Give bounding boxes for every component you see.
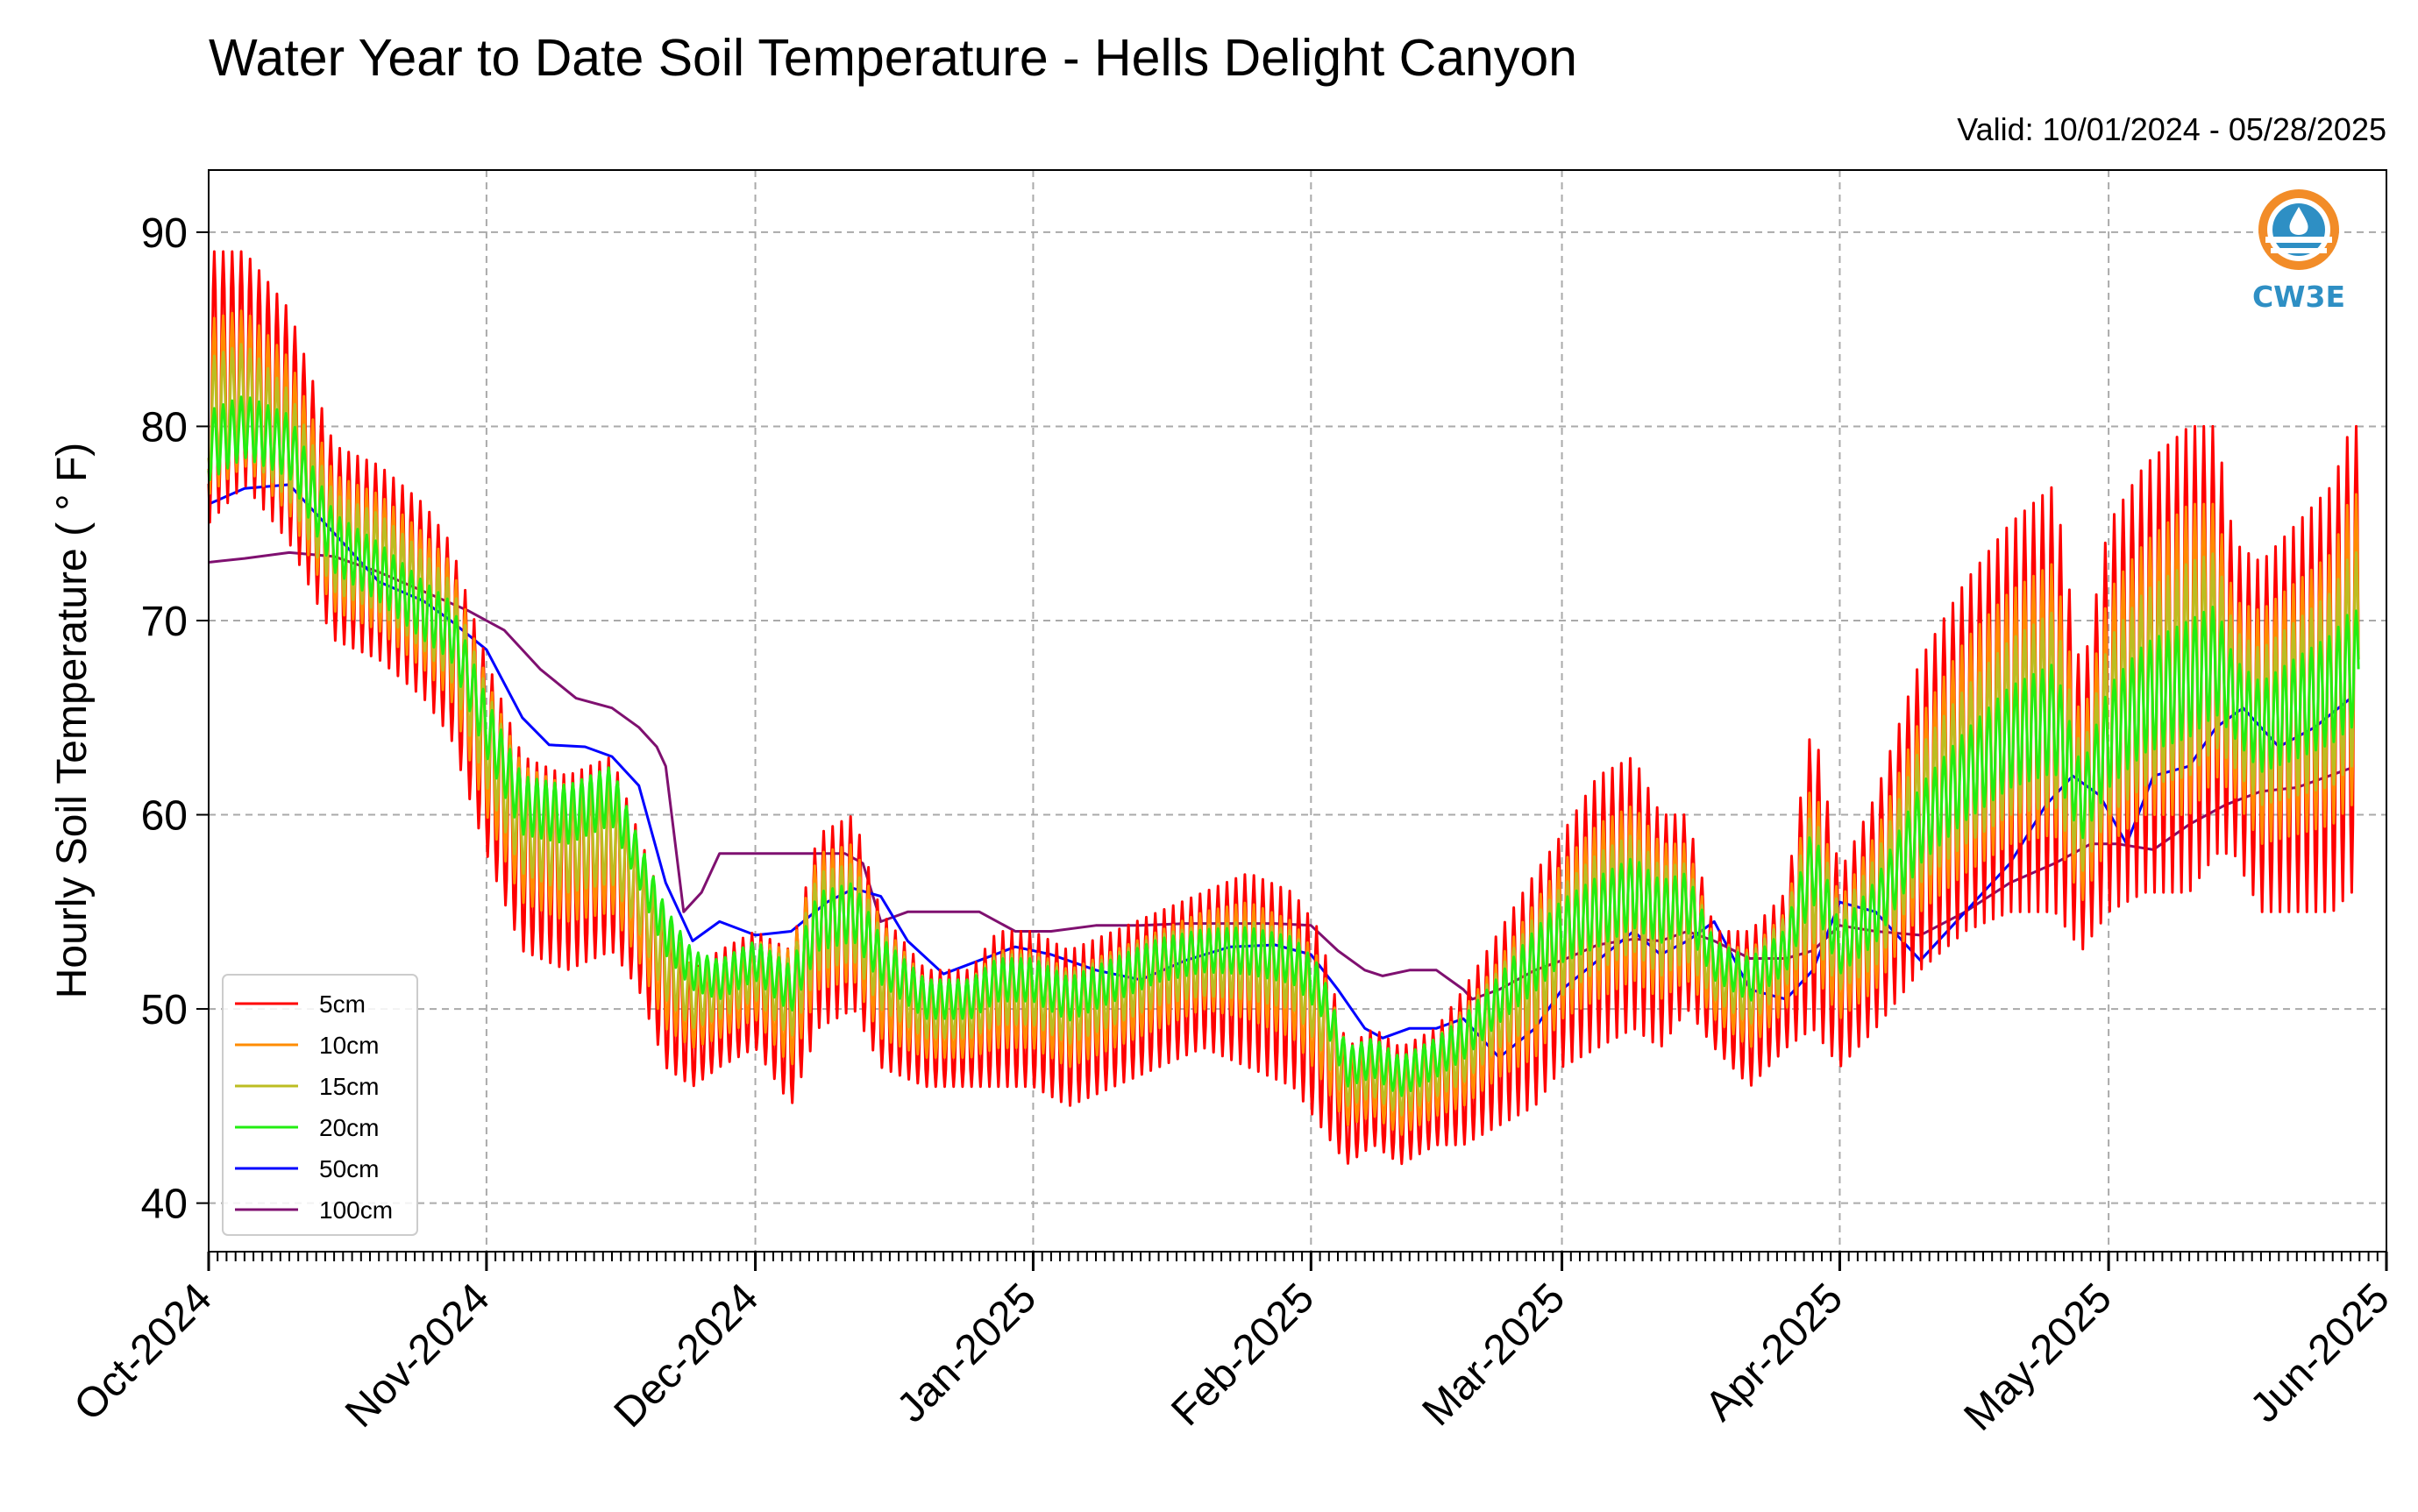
x-tick-label: Oct-2024 <box>66 1274 221 1430</box>
y-tick-label: 40 <box>141 1182 188 1228</box>
y-tick-label: 50 <box>141 987 188 1033</box>
plot-frame <box>208 169 2387 1253</box>
x-tick-label: Dec-2024 <box>606 1274 768 1437</box>
x-tick-label: Jan-2025 <box>888 1274 1045 1431</box>
series-line-20cm <box>207 395 2360 1097</box>
series-lines <box>207 250 2360 1166</box>
valid-date-range: Valid: 10/01/2024 - 05/28/2025 <box>1957 111 2386 147</box>
legend: 5cm 10cm 15cm 20cm 50cm 100cm <box>222 974 418 1236</box>
x-tick-label: Apr-2025 <box>1696 1274 1852 1430</box>
y-tick-label: 70 <box>141 599 188 645</box>
cw3e-logo: CW3E <box>2252 189 2345 314</box>
x-tick-label: May-2025 <box>1955 1274 2120 1439</box>
x-tick-label: Jun-2025 <box>2242 1274 2399 1431</box>
x-tick-label: Feb-2025 <box>1163 1274 1323 1435</box>
legend-label: 10cm <box>319 1032 379 1059</box>
legend-box <box>222 974 418 1236</box>
y-tick-label: 90 <box>141 210 188 257</box>
chart-title: Water Year to Date Soil Temperature - He… <box>209 29 1577 87</box>
legend-label: 15cm <box>319 1073 379 1100</box>
legend-label: 100cm <box>319 1196 393 1224</box>
logo-text: CW3E <box>2252 280 2345 314</box>
legend-label: 5cm <box>319 990 366 1018</box>
series-line-100cm <box>208 550 2351 1001</box>
y-tick-label: 60 <box>141 793 188 840</box>
y-tick-label: 80 <box>141 404 188 451</box>
x-tick-label: Mar-2025 <box>1414 1274 1575 1435</box>
y-axis-label: Hourly Soil Temperature ( ° F) <box>49 443 96 999</box>
x-minor-ticks <box>208 1252 2387 1261</box>
legend-label: 50cm <box>319 1155 379 1182</box>
x-tick-label: Nov-2024 <box>337 1274 499 1437</box>
legend-label: 20cm <box>319 1114 379 1141</box>
